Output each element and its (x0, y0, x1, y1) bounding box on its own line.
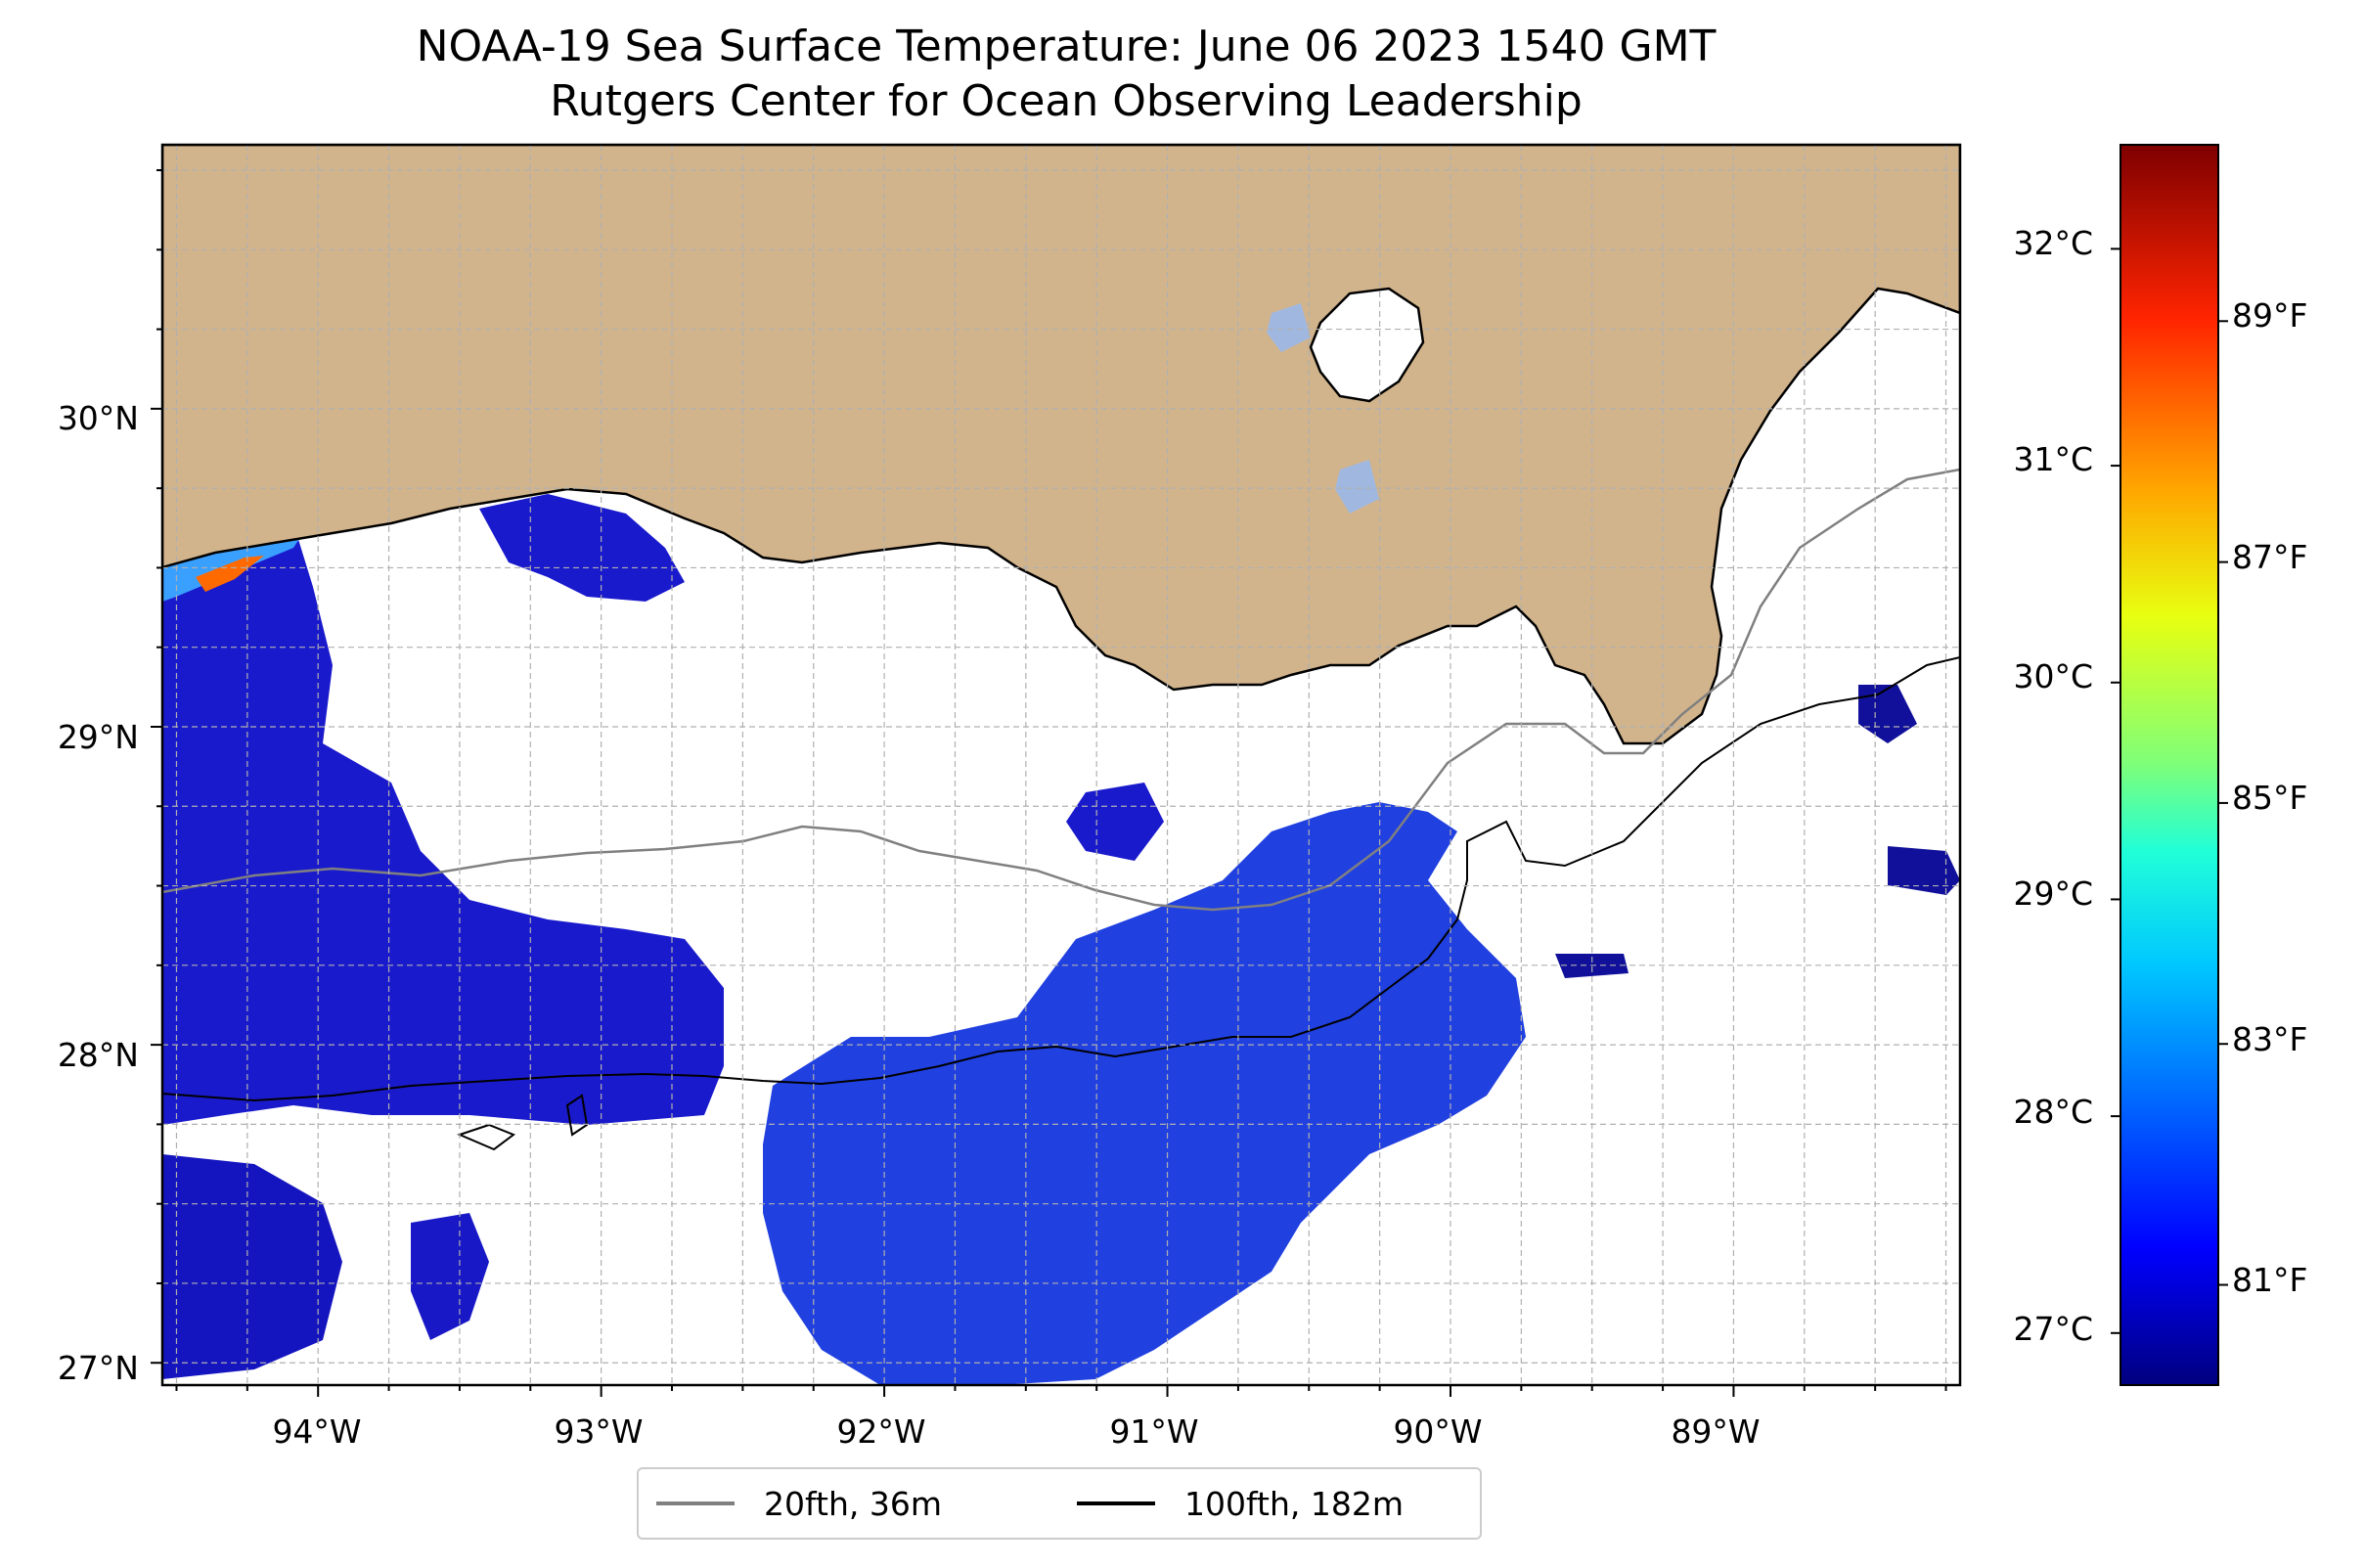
lake-small (1267, 303, 1311, 352)
isobath-20fth (162, 468, 1960, 912)
sst-patch-mid-north (1066, 783, 1164, 861)
cbar-label-31c: 31°C (2013, 440, 2093, 478)
sst-warm-coastal-core (196, 556, 264, 592)
lon-label-89w: 89°W (1671, 1412, 1761, 1451)
legend-item-20fth: 20fth, 36m (656, 1469, 942, 1538)
sst-patch-east-edge (1888, 846, 1960, 895)
cbar-label-87f: 87°F (2232, 538, 2308, 576)
colorbar (2120, 144, 2219, 1386)
sst-patch-west-lower (162, 1154, 342, 1379)
cbar-label-27c: 27°C (2013, 1310, 2093, 1348)
cbar-label-28c: 28°C (2013, 1093, 2093, 1131)
lon-label-92w: 92°W (836, 1412, 926, 1451)
cbar-label-89f: 89°F (2232, 296, 2308, 335)
lat-label-28: 28°N (57, 1036, 139, 1074)
legend-item-100fth: 100fth, 182m (1077, 1469, 1404, 1538)
cbar-label-83f: 83°F (2232, 1020, 2308, 1058)
cbar-label-30c: 30°C (2013, 657, 2093, 695)
map-frame (160, 143, 1962, 1387)
cbar-label-29c: 29°C (2013, 874, 2093, 913)
chart-title: NOAA-19 Sea Surface Temperature: June 06… (416, 22, 1717, 71)
lat-label-29: 29°N (57, 718, 139, 756)
gridlines (162, 145, 1960, 1385)
lat-label-30: 30°N (57, 399, 139, 437)
legend: 20fth, 36m 100fth, 182m (637, 1467, 1482, 1540)
sst-patch-east-mid (1555, 954, 1629, 978)
isobath-100fth (162, 656, 1960, 1102)
lake-small-2 (1335, 460, 1379, 514)
chart-subtitle: Rutgers Center for Ocean Observing Leade… (550, 76, 1583, 126)
cbar-label-85f: 85°F (2232, 779, 2308, 817)
sst-patch-west (162, 523, 724, 1125)
sst-patch-east-small (1858, 685, 1917, 743)
lon-label-93w: 93°W (554, 1412, 644, 1451)
lake-pontchartrain (1309, 287, 1425, 403)
legend-swatch-20fth (656, 1501, 735, 1505)
legend-label-100fth: 100fth, 182m (1184, 1484, 1404, 1523)
sst-patch-south-west (411, 1213, 489, 1340)
legend-label-20fth: 20fth, 36m (764, 1484, 942, 1523)
lon-label-94w: 94°W (272, 1412, 362, 1451)
legend-swatch-100fth (1077, 1501, 1155, 1505)
lat-label-27: 27°N (57, 1349, 139, 1387)
colorbar-ticks (2111, 247, 2228, 1334)
axis-ticks (151, 169, 1947, 1397)
cbar-label-32c: 32°C (2013, 224, 2093, 262)
cbar-label-81f: 81°F (2232, 1261, 2308, 1299)
isobath-100fth-islands (457, 1094, 589, 1151)
land-mass (162, 145, 1960, 745)
lon-label-90w: 90°W (1393, 1412, 1483, 1451)
lon-label-91w: 91°W (1109, 1412, 1199, 1451)
sst-patch-central (763, 802, 1526, 1385)
